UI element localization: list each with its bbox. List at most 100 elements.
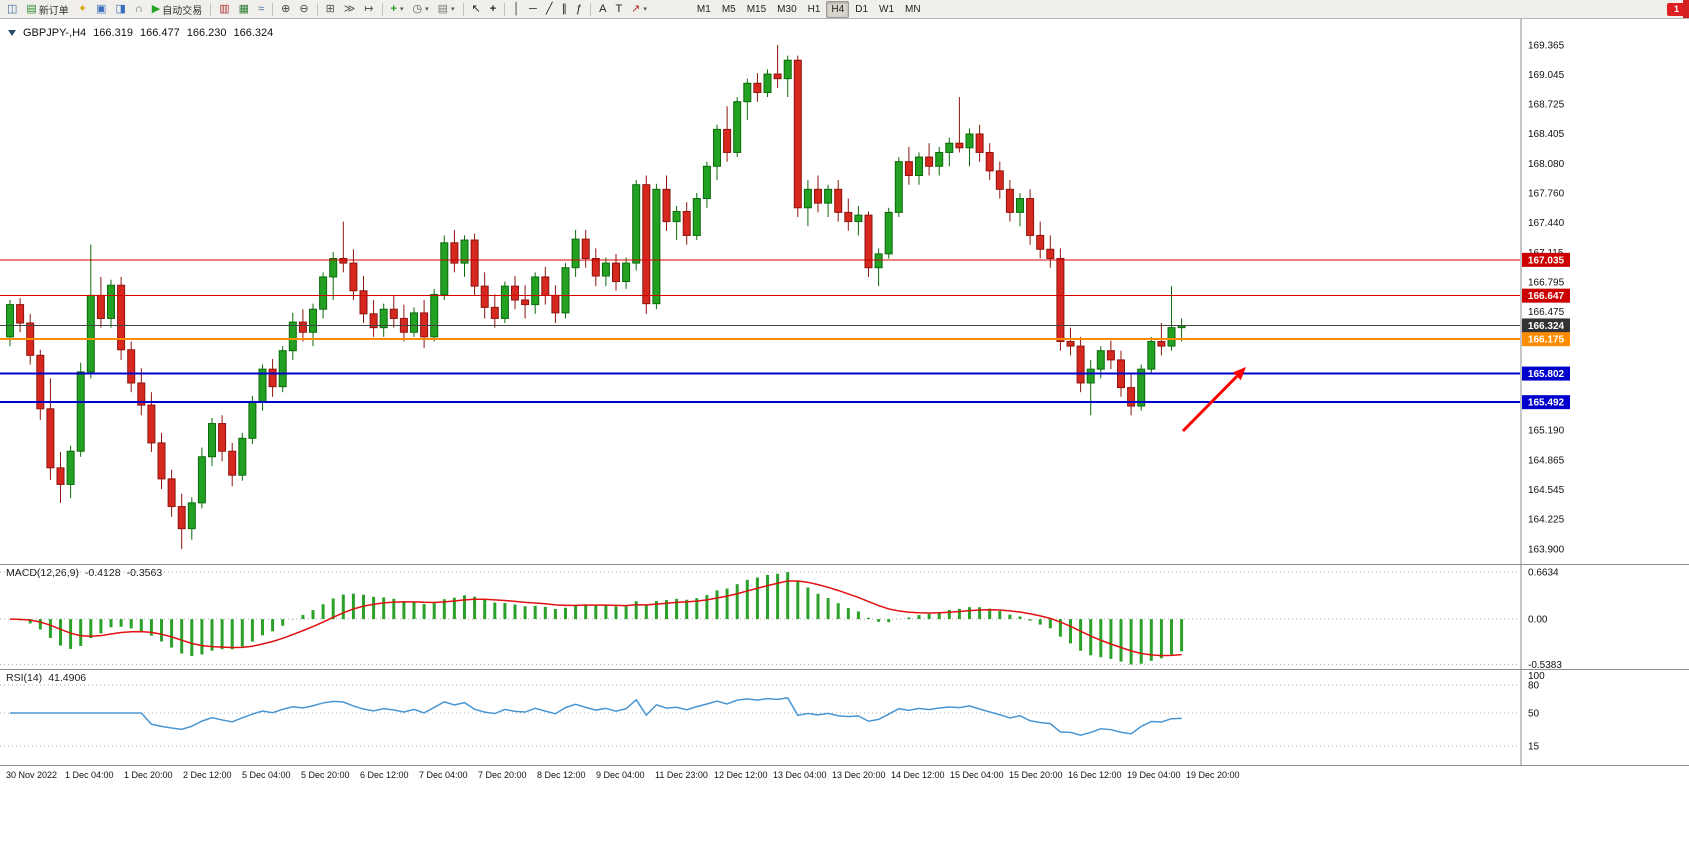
zoom-out-icon	[299, 4, 308, 15]
crosshair-tool-button[interactable]	[486, 1, 500, 18]
rsi-panel[interactable]: RSI(14) 41.4906 100 80 50 15	[0, 669, 1689, 765]
contacts-button[interactable]	[111, 1, 129, 18]
autotrade-label: 自动交易	[162, 5, 203, 17]
clock-icon	[412, 4, 422, 15]
profile-icon	[96, 4, 106, 15]
price-axis-label: 164.545	[1528, 485, 1565, 496]
cursor-tool-button[interactable]	[468, 1, 485, 18]
timeframe-button-h4[interactable]: H4	[826, 0, 850, 18]
chart-icon	[7, 4, 17, 15]
label-tool-button[interactable]	[611, 1, 626, 18]
price-axis-label: 165.190	[1528, 426, 1565, 437]
timeframe-button-m5[interactable]: M5	[721, 3, 736, 15]
timeframe-button-mn[interactable]: MN	[905, 3, 921, 15]
support-button[interactable]	[131, 1, 147, 18]
rsi-value: 41.4906	[48, 672, 87, 684]
timeframe-button-m30[interactable]: M30	[777, 3, 797, 15]
autotrade-button[interactable]: 自动交易	[148, 1, 206, 18]
profile-button[interactable]	[92, 1, 110, 18]
candlestick-chart[interactable]: 169.365 169.045 168.725 168.405 168.080 167.7…	[0, 19, 1689, 564]
rsi-axis-label: 100	[1528, 671, 1545, 682]
timeframe-button-m15[interactable]: M15	[746, 3, 767, 15]
trendline-tool-button[interactable]	[542, 1, 557, 18]
toolbar-separator	[210, 2, 212, 16]
collapse-icon[interactable]	[8, 30, 16, 36]
fibonacci-tool-button[interactable]	[572, 1, 586, 18]
horizontal-line-tool-button[interactable]	[525, 1, 541, 18]
line-chart-button[interactable]	[254, 1, 268, 18]
price-badge	[1522, 252, 1570, 267]
price-axis-label: 166.475	[1528, 307, 1565, 318]
toolbar-separator	[272, 2, 274, 16]
time-axis-label: 8 Dec 12:00	[537, 770, 586, 780]
auto-scroll-button[interactable]	[340, 1, 360, 18]
timeframe-button-d1[interactable]: D1	[855, 3, 869, 15]
periods-button[interactable]: ▾	[408, 1, 432, 18]
time-axis[interactable]: 30 Nov 2022 1 Dec 04:00 1 Dec 20:00 2 Dec 1…	[0, 765, 1689, 786]
crosshair-icon	[490, 4, 496, 15]
arrows-tool-button[interactable]: ▾	[627, 1, 651, 18]
chevron-down-icon: ▾	[643, 6, 647, 13]
text-tool-button[interactable]	[595, 1, 610, 18]
price-axis-label: 163.900	[1528, 544, 1565, 555]
rsi-axis-label: 50	[1528, 709, 1540, 720]
new-order-button[interactable]: 新订单	[22, 1, 72, 18]
price-axis-label: 169.365	[1528, 41, 1565, 52]
price-chart-panel[interactable]: GBPJPY-,H4 166.319 166.477 166.230 166.3…	[0, 19, 1689, 564]
macd-panel[interactable]: MACD(12,26,9) -0.4128 -0.3563 0.6634 0.00…	[0, 564, 1689, 669]
compass-button[interactable]	[74, 1, 91, 18]
bar-chart-button[interactable]	[215, 1, 233, 18]
zoom-in-icon	[281, 4, 290, 15]
time-axis-label: 7 Dec 04:00	[419, 770, 468, 780]
timeframe-button-h1[interactable]: H1	[807, 3, 821, 15]
line-chart-icon	[258, 4, 264, 15]
compass-icon	[78, 4, 87, 15]
timeframe-button-m1[interactable]: M1	[696, 3, 711, 15]
autotrade-play-icon	[152, 4, 160, 15]
time-axis-label: 6 Dec 12:00	[360, 770, 409, 780]
time-axis-label: 9 Dec 04:00	[596, 770, 645, 780]
candle-chart-button[interactable]	[235, 1, 253, 18]
vertical-line-tool-button[interactable]	[509, 1, 524, 18]
arrow-tool-icon	[631, 4, 640, 15]
indicators-button[interactable]: ▾	[387, 1, 408, 18]
timeframe-button-w1[interactable]: W1	[879, 3, 895, 15]
rsi-label: RSI(14) 41.4906	[6, 672, 86, 684]
time-axis-label: 14 Dec 12:00	[891, 770, 945, 780]
toolbar-separator	[316, 2, 318, 16]
time-axis-label: 30 Nov 2022	[6, 770, 58, 780]
time-axis-label: 13 Dec 04:00	[773, 770, 827, 780]
chart-window-button[interactable]	[3, 1, 21, 18]
toolbar-separator	[590, 2, 592, 16]
macd-chart[interactable]: 0.6634 0.00 -0.5383	[0, 565, 1689, 669]
zoom-in-button[interactable]	[277, 1, 294, 18]
chart-shift-icon	[364, 4, 373, 15]
time-axis-label: 1 Dec 04:00	[65, 770, 114, 780]
tile-windows-button[interactable]	[322, 1, 339, 18]
template-icon	[438, 4, 448, 15]
templates-button[interactable]: ▾	[434, 1, 459, 18]
macd-signal-line	[9, 580, 1182, 657]
chevron-down-icon: ▾	[425, 6, 429, 13]
open-value: 166.319	[93, 27, 133, 39]
price-axis-label: 168.725	[1528, 100, 1565, 111]
time-axis-label: 15 Dec 04:00	[950, 770, 1004, 780]
macd-axis-label: 0.00	[1528, 615, 1548, 626]
toolbar-separator	[462, 2, 464, 16]
channel-tool-button[interactable]	[557, 1, 571, 18]
chart-shift-button[interactable]	[360, 1, 377, 18]
chevron-down-icon: ▾	[451, 6, 455, 13]
headset-icon	[135, 4, 143, 15]
time-axis-label: 16 Dec 12:00	[1068, 770, 1122, 780]
price-badge-label: 166.324	[1528, 321, 1565, 332]
price-badge-label: 165.492	[1528, 398, 1565, 409]
high-value: 166.477	[139, 27, 180, 39]
contacts-icon	[115, 4, 125, 15]
time-axis-label: 13 Dec 20:00	[832, 770, 886, 780]
window-edge-marker	[1683, 0, 1689, 18]
price-badge-label: 165.802	[1528, 369, 1565, 380]
trend-arrow[interactable]	[1181, 375, 1238, 433]
notification-badge[interactable]: 1	[1667, 2, 1686, 16]
zoom-out-button[interactable]	[295, 1, 312, 18]
